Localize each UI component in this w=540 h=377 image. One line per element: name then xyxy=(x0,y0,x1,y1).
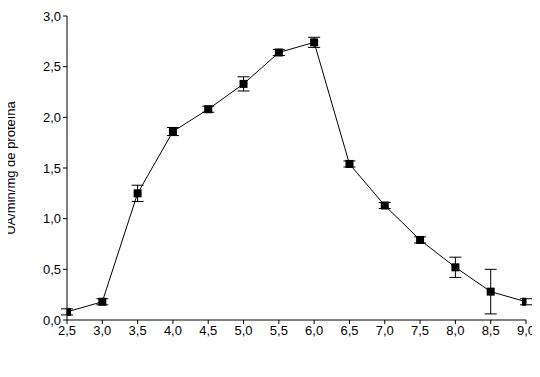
svg-text:0,0: 0,0 xyxy=(43,313,61,328)
svg-text:5,0: 5,0 xyxy=(234,323,252,338)
svg-text:6,0: 6,0 xyxy=(305,323,323,338)
svg-text:1,5: 1,5 xyxy=(43,161,61,176)
svg-text:5,5: 5,5 xyxy=(270,323,288,338)
svg-text:7,5: 7,5 xyxy=(411,323,429,338)
svg-text:UA/min/mg de proteína: UA/min/mg de proteína xyxy=(8,100,18,234)
svg-text:0,5: 0,5 xyxy=(43,262,61,277)
svg-text:3,0: 3,0 xyxy=(93,323,111,338)
svg-text:2,0: 2,0 xyxy=(43,110,61,125)
svg-text:2,5: 2,5 xyxy=(58,323,76,339)
svg-text:1,0: 1,0 xyxy=(43,211,61,226)
svg-text:4,5: 4,5 xyxy=(199,323,217,338)
svg-text:8,5: 8,5 xyxy=(482,323,500,338)
svg-text:7,0: 7,0 xyxy=(376,323,394,338)
svg-text:4,0: 4,0 xyxy=(164,323,182,338)
svg-text:3,0: 3,0 xyxy=(43,9,61,24)
svg-text:2,5: 2,5 xyxy=(43,59,61,74)
svg-text:3,5: 3,5 xyxy=(129,323,147,338)
svg-text:6,5: 6,5 xyxy=(340,323,358,338)
svg-text:9,0: 9,0 xyxy=(517,323,532,338)
svg-text:8,0: 8,0 xyxy=(446,323,464,338)
